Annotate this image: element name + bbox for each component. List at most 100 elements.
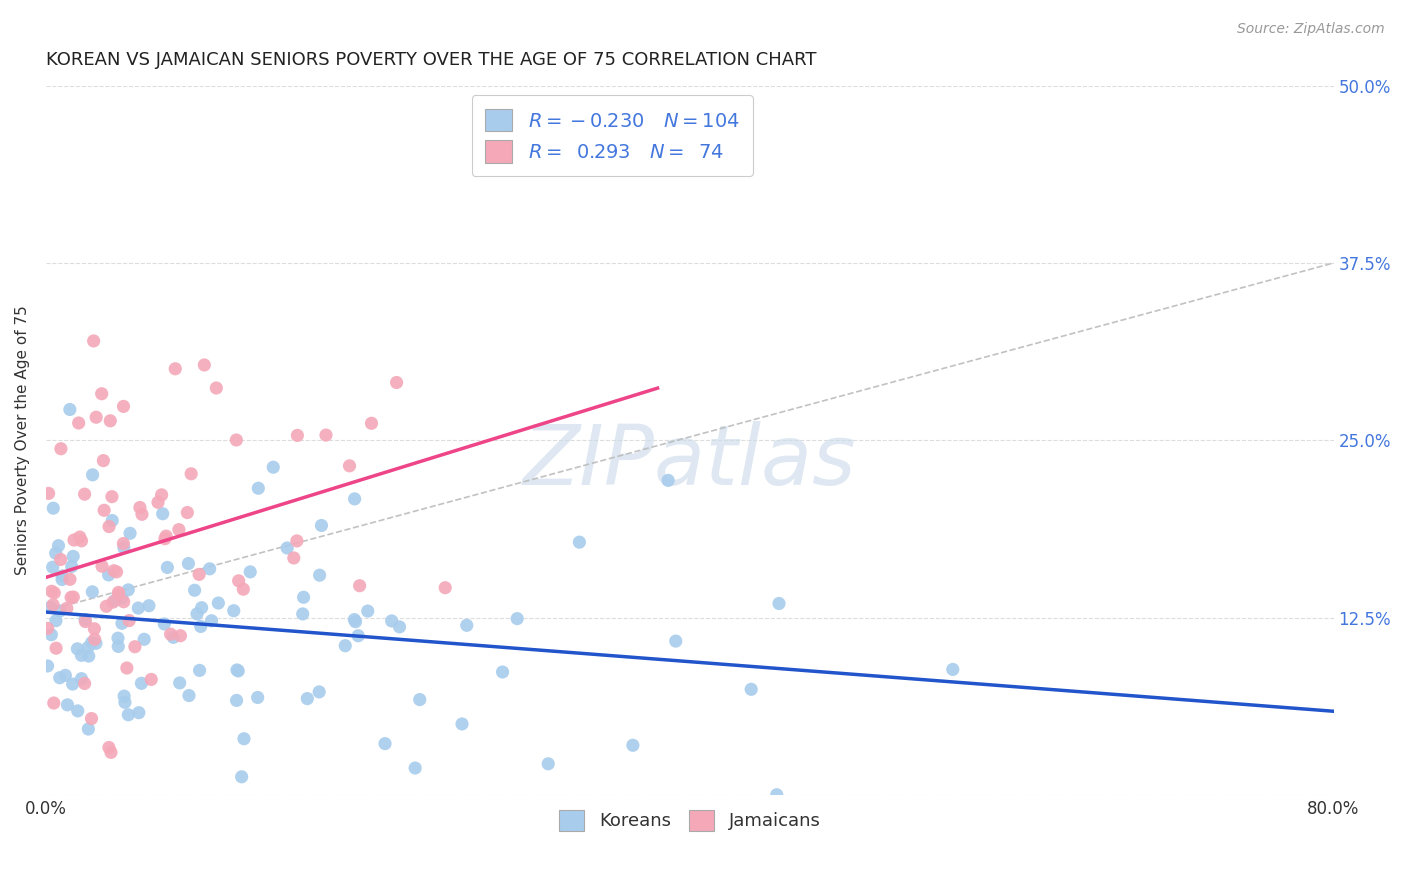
Point [48,539,70,553]
Point [107,587,129,601]
Point [285,533,308,548]
Point [141,673,163,687]
Point [42,598,65,612]
Point [262,460,284,475]
Point [56,601,79,615]
Point [506,612,529,626]
Point [111,591,134,606]
Point [205,381,228,395]
Point [114,695,136,709]
Point [112,536,135,550]
Point [83,632,105,647]
Point [80,635,103,649]
Point [96,599,118,614]
Point [308,568,330,582]
Point [188,664,211,678]
Point [177,557,200,571]
Point [38,486,60,500]
Point [491,665,513,679]
Point [768,597,790,611]
Point [45,614,67,628]
Point [51,569,73,583]
Point [107,640,129,654]
Point [165,361,187,376]
Point [225,693,247,707]
Point [39,600,62,615]
Point [404,761,426,775]
Point [67,416,90,430]
Point [131,508,153,522]
Point [93,453,115,467]
Point [152,507,174,521]
Point [59,402,82,417]
Point [153,616,176,631]
Point [77,649,100,664]
Point [80,712,103,726]
Point [146,495,169,509]
Legend: Koreans, Jamaicans: Koreans, Jamaicans [547,797,834,843]
Point [75,613,97,627]
Point [82,467,104,482]
Point [134,632,156,647]
Point [49,552,72,566]
Point [75,615,97,629]
Point [153,532,176,546]
Point [344,615,367,629]
Point [190,600,212,615]
Point [226,663,249,677]
Point [193,358,215,372]
Point [246,690,269,705]
Point [49,442,72,456]
Point [73,487,96,501]
Point [84,410,107,425]
Point [308,685,330,699]
Point [297,691,319,706]
Point [129,500,152,515]
Point [335,639,357,653]
Point [66,641,89,656]
Point [239,565,262,579]
Point [228,574,250,588]
Point [347,629,370,643]
Point [83,622,105,636]
Point [311,518,333,533]
Point [233,731,256,746]
Point [62,677,84,691]
Point [190,619,212,633]
Point [101,490,124,504]
Point [183,583,205,598]
Point [339,458,361,473]
Point [287,428,309,442]
Point [77,640,100,655]
Point [107,631,129,645]
Point [167,523,190,537]
Point [131,676,153,690]
Point [66,704,89,718]
Point [343,613,366,627]
Point [112,689,135,703]
Point [188,567,211,582]
Point [343,491,366,506]
Point [357,604,380,618]
Point [117,707,139,722]
Point [104,593,127,607]
Point [49,604,72,618]
Point [128,706,150,720]
Point [283,551,305,566]
Point [349,579,371,593]
Point [42,501,65,516]
Point [117,582,139,597]
Point [537,756,560,771]
Text: Source: ZipAtlas.com: Source: ZipAtlas.com [1237,22,1385,37]
Point [48,671,70,685]
Point [207,596,229,610]
Point [62,549,84,564]
Point [150,488,173,502]
Point [657,474,679,488]
Point [765,788,787,802]
Point [186,607,208,621]
Y-axis label: Seniors Poverty Over the Age of 75: Seniors Poverty Over the Age of 75 [15,306,30,575]
Point [169,629,191,643]
Point [107,585,129,599]
Point [111,616,134,631]
